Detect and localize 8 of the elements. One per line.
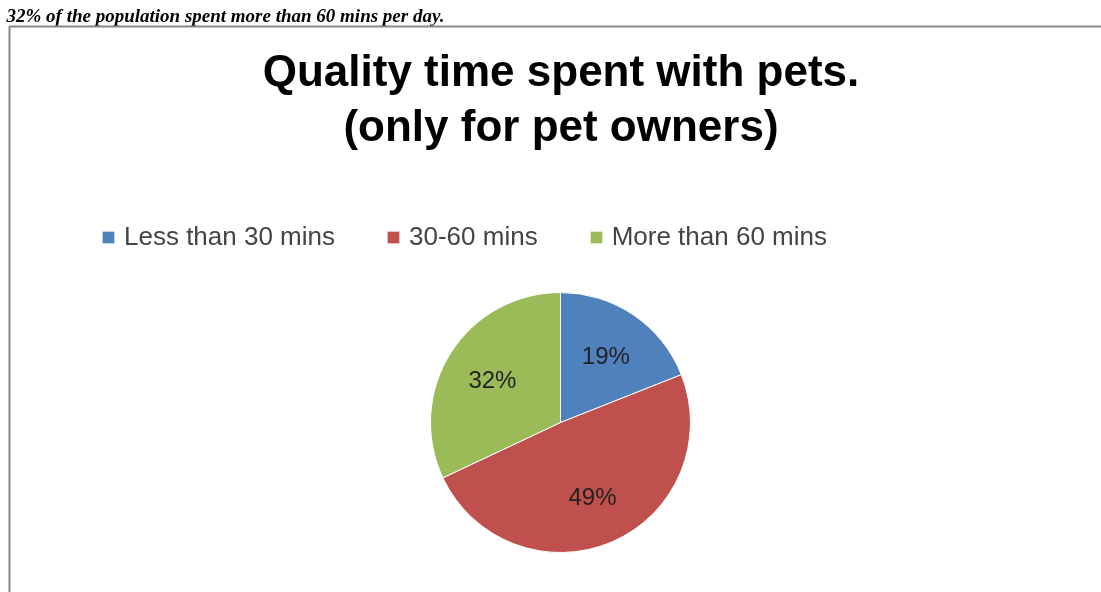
chart-title: Quality time spent with pets. (only for pet owners): [262, 46, 860, 150]
text: 32% of the population spent more than 60 mins per day.: [5, 4, 445, 26]
legend-label: More than 60 mins: [611, 221, 827, 252]
data-label: 32%: [468, 365, 517, 393]
data-label: 19%: [581, 342, 630, 370]
legend-label: 30-60 mins: [409, 221, 538, 252]
legend-label: Less than 30 mins: [124, 221, 336, 252]
data-label: 49%: [568, 482, 617, 510]
